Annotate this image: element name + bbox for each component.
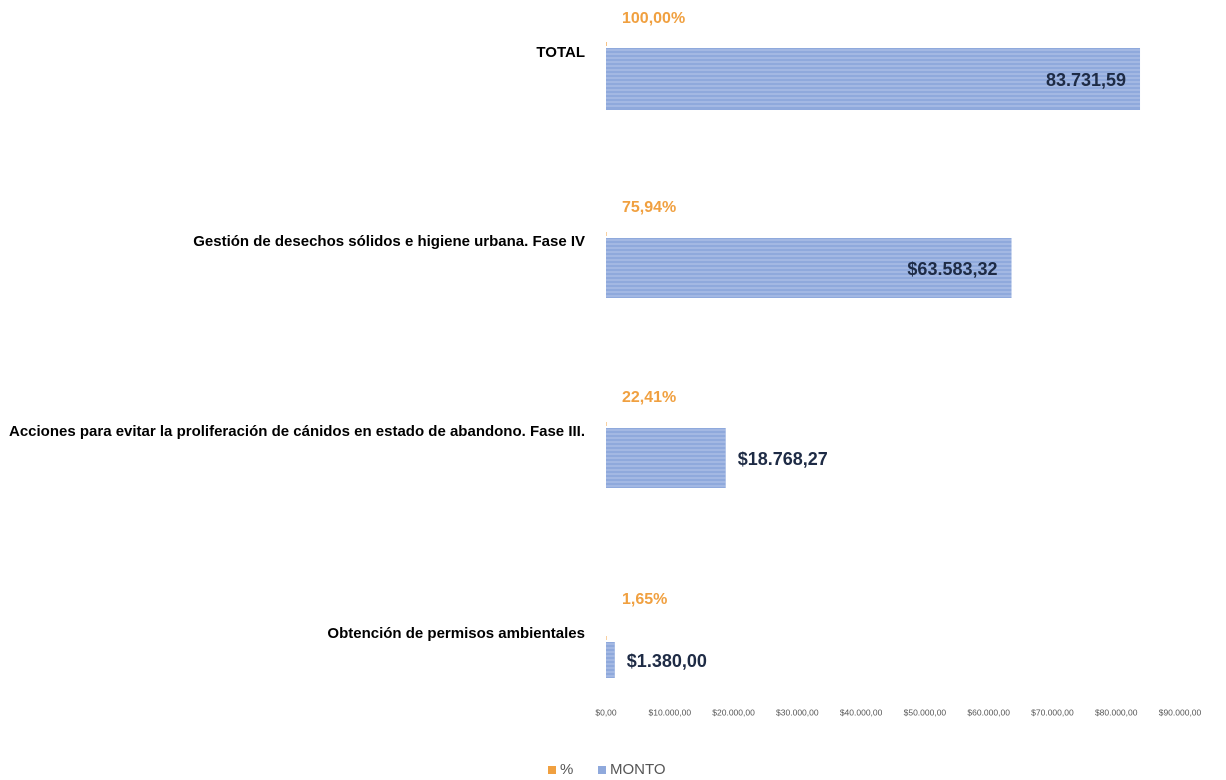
legend-swatch <box>548 766 556 774</box>
monto-label: $63.583,32 <box>907 259 997 279</box>
percent-label: 22,41% <box>622 389 676 406</box>
x-tick-label: $50.000,00 <box>904 707 947 717</box>
percent-label: 75,94% <box>622 199 676 216</box>
legend-swatch <box>598 766 606 774</box>
monto-label: $1.380,00 <box>627 651 707 671</box>
category-label: Obtención de permisos ambientales <box>327 625 585 642</box>
x-tick-label: $30.000,00 <box>776 707 819 717</box>
x-tick-label: $80.000,00 <box>1095 707 1138 717</box>
category-label: Gestión de desechos sólidos e higiene ur… <box>193 233 585 250</box>
percent-label: 1,65% <box>622 591 667 608</box>
percent-bar <box>606 232 607 236</box>
x-tick-label: $40.000,00 <box>840 707 883 717</box>
monto-label: $18.768,27 <box>738 449 828 469</box>
x-tick-label: $20.000,00 <box>712 707 755 717</box>
x-tick-label: $90.000,00 <box>1159 707 1202 717</box>
x-tick-label: $60.000,00 <box>967 707 1010 717</box>
percent-bar <box>606 422 607 426</box>
monto-label: 83.731,59 <box>1046 70 1126 90</box>
legend-label: % <box>560 761 573 778</box>
percent-bar <box>606 636 607 640</box>
x-tick-label: $10.000,00 <box>649 707 692 717</box>
x-tick-label: $70.000,00 <box>1031 707 1074 717</box>
x-tick-label: $0,00 <box>595 707 617 717</box>
percent-label: 100,00% <box>622 10 685 27</box>
percent-bar <box>606 42 607 46</box>
category-label: TOTAL <box>536 44 585 61</box>
legend-label: MONTO <box>610 761 666 778</box>
category-label: Acciones para evitar la proliferación de… <box>8 423 585 440</box>
